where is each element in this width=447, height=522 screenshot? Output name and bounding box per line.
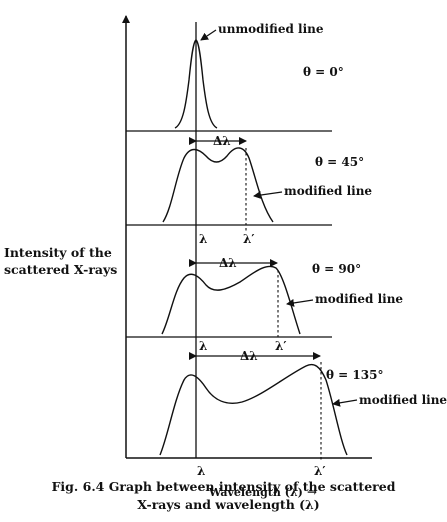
caption-line1: Fig. 6.4 Graph between intensity of the … [51,479,396,494]
modified-arrow-45 [253,191,283,199]
unmodified-arrow [200,29,217,41]
theta-45-label: θ = 45° [315,155,364,169]
curve-theta-135 [159,363,348,456]
lambda-90: λ [199,339,207,353]
lambda-prime-90: λ′ [275,339,287,353]
lambda-45: λ [199,232,207,246]
x-axis-label: Wavelength (λ) [208,486,303,499]
dlambda-135: Δλ [240,349,258,363]
modified-arrow-135 [332,398,358,407]
figure-caption: Fig. 6.4 Graph between intensity of the … [0,478,447,514]
y-axis-label-line2: scattered X-rays [4,262,118,277]
theta-0-label: θ = 0° [303,65,344,79]
lambda-prime-135: λ′ [314,464,326,478]
lambda-135: λ [197,464,205,478]
theta-135-label: θ = 135° [326,368,383,382]
modified-label-45: modified line [284,184,372,198]
caption-line2: X-rays and wavelength (λ) [137,497,320,512]
modified-arrow-90 [286,298,314,307]
modified-label-135: modified line [359,393,447,407]
curve-theta-0 [174,39,218,129]
unmodified-label: unmodified line [218,22,324,36]
curve-theta-90 [161,265,301,335]
y-axis-label-line1: Intensity of the [4,245,112,260]
modified-label-90: modified line [315,292,403,306]
y-axis-label: Intensity of the scattered X-rays [4,244,117,278]
x-axis-arrow-glyph: → [307,485,317,499]
curve-theta-45 [162,147,274,223]
theta-90-label: θ = 90° [312,262,361,276]
lambda-prime-45: λ′ [243,232,255,246]
dlambda-45: Δλ [213,134,231,148]
dlambda-90: Δλ [219,256,237,270]
